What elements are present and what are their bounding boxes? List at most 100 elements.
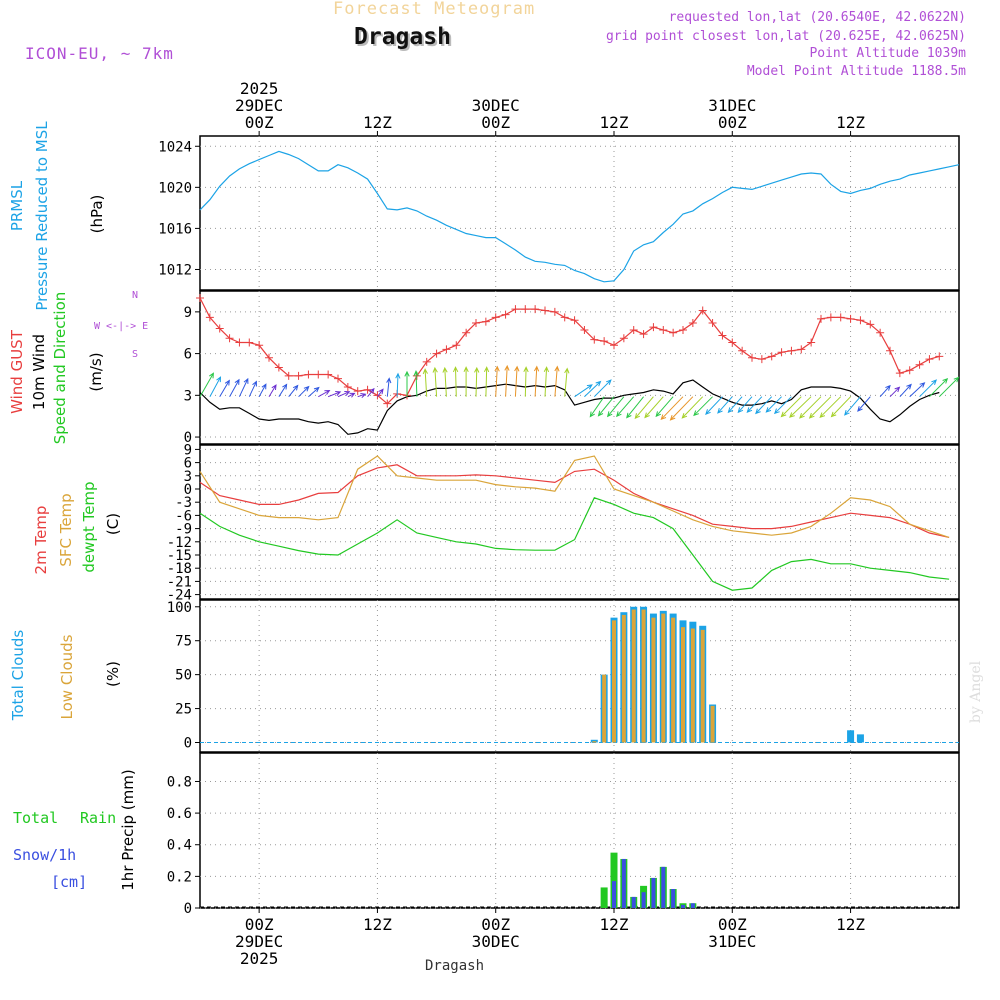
wind-arrow [737,396,753,414]
y-tick-label: 3 [184,469,192,485]
wind-arrow [533,365,540,397]
wind-arrow [844,396,861,416]
gust-marker [698,306,707,315]
bar-snow [621,858,626,908]
gust-marker [304,370,313,379]
wind-arrow [318,389,331,398]
wind-arrow [746,396,763,413]
gust-marker [748,353,756,362]
gust-marker [255,341,264,350]
wind-arrow [357,393,367,398]
wind-arrow [606,396,625,418]
gust-marker [324,370,333,379]
wind-arrow [209,376,222,397]
gust-marker [284,371,293,380]
x-tick-label-top: 31DEC [708,96,756,115]
bar-low-clouds [592,741,597,743]
wind-arrow [386,377,392,397]
gust-marker [925,355,934,364]
wind-arrow [626,396,644,419]
gust-marker [886,346,894,355]
y-tick-label: -21 [167,574,192,590]
gust-marker [856,316,865,325]
compass-west-east: W <-|-> E [94,321,149,332]
wind-arrow [308,386,320,398]
gust-marker [334,374,342,383]
gust-marker [294,371,303,380]
wind-arrow [765,396,782,413]
wind-arrow [889,386,901,398]
wind-arrow [268,384,277,397]
wind-arrow [584,380,602,398]
wind-arrow [929,377,949,398]
line-10m-wind [199,379,940,435]
wind-arrow [727,396,743,414]
gust-marker [432,349,441,358]
bar-total-clouds [590,739,598,743]
label-cm: [cm] [51,873,88,891]
gust-marker [225,334,234,343]
y-tick-label: -18 [167,561,192,577]
bar-low-clouds [621,614,626,743]
gust-marker [659,325,668,334]
gust-marker [610,341,618,350]
bar-snow [631,896,636,908]
y-tick-label: 0.6 [167,806,192,822]
bar-snow [690,903,695,908]
compass-north: N [132,290,139,301]
wind-arrow [705,396,723,415]
wind-arrow [564,367,570,397]
gust-marker [373,391,382,400]
panel-frame-temperature [199,444,960,600]
wind-arrow [543,366,550,397]
wind-arrow [554,365,560,397]
y-tick-label: 25 [175,702,192,718]
wind-arrow [780,396,802,418]
panel-frame-precip [199,752,960,909]
gust-marker [639,330,648,339]
y-tick-label: 6 [184,347,192,363]
wind-arrow [938,376,960,398]
requested-coords: requested lon,lat (20.6540E, 42.0622N) [668,10,966,25]
x-tick-label-top: 00Z [481,113,510,132]
gust-marker [629,325,638,334]
compass-south: S [132,349,139,360]
wind-arrow [395,372,401,397]
gust-marker [757,355,766,364]
gust-marker [590,335,599,344]
wind-arrow [288,384,299,398]
bar-total-rain [600,887,608,908]
x-tick-label-top: 00Z [245,113,274,132]
wind-arrow [669,396,694,421]
gust-marker [343,382,352,391]
line-sfc-temp [199,455,950,538]
wind-arrow [238,377,249,397]
wind-arrow [337,391,351,398]
wind-arrow [347,392,356,398]
label-total: Total [13,809,59,827]
gust-marker [787,346,796,355]
gust-marker [797,345,806,354]
chart-title: Forecast Meteogram [333,0,536,19]
y-tick-label: 3 [184,388,192,404]
x-tick-label-bottom: 30DEC [472,932,520,951]
bar-snow [641,892,646,908]
gust-marker [531,305,540,314]
gust-marker [550,307,559,316]
gust-marker [383,399,392,408]
gust-marker [560,313,569,322]
y-tick-label: 0 [184,482,192,498]
x-tick-label-top: 29DEC [235,96,283,115]
bar-total-clouds [847,730,855,743]
gust-marker [718,331,727,340]
location-title: Dragash [354,24,451,50]
y-tick-label: -15 [167,548,192,564]
y-tick-label: 0 [184,901,192,917]
wind-arrow [432,366,438,397]
y-tick-label: 1020 [158,180,192,196]
gust-marker [807,338,816,347]
gust-marker [679,325,687,334]
y-tick-label: -9 [175,522,192,538]
x-tick-label-top: 12Z [600,113,629,132]
